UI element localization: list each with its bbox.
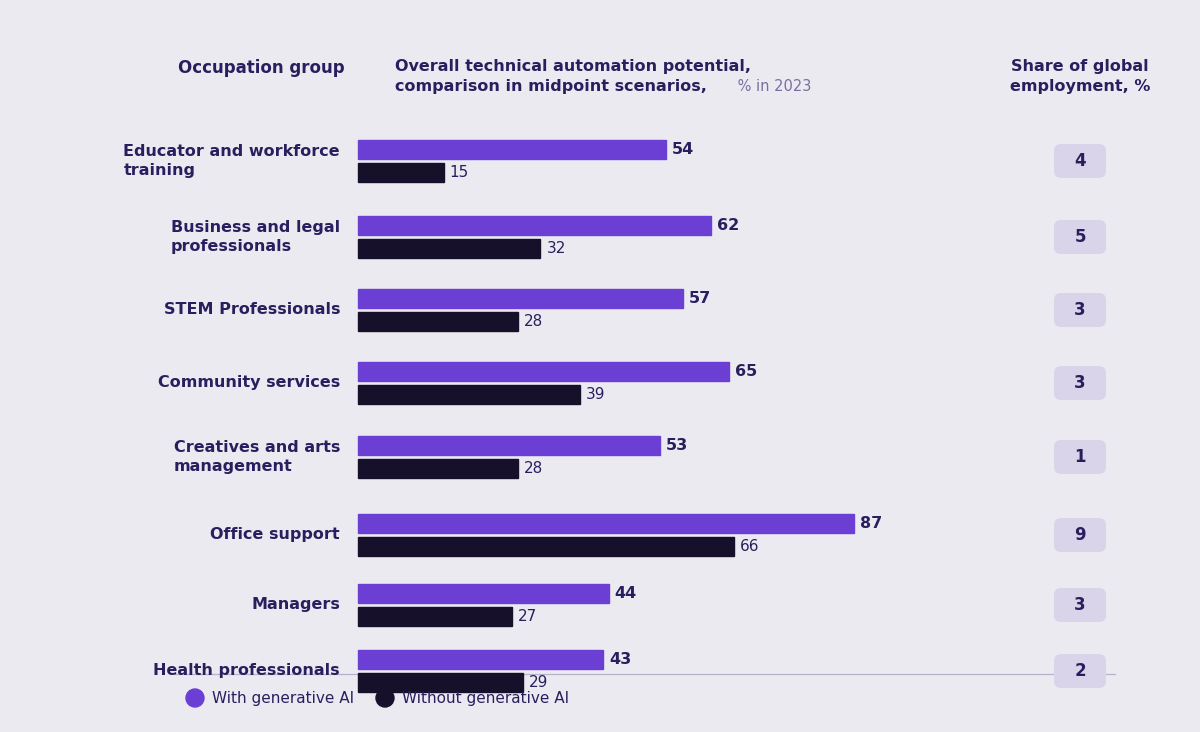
Text: 66: 66 bbox=[740, 539, 760, 554]
Text: 4: 4 bbox=[1074, 152, 1086, 170]
FancyBboxPatch shape bbox=[1054, 144, 1106, 178]
Text: 28: 28 bbox=[523, 461, 542, 476]
Bar bbox=[358, 584, 608, 603]
Bar bbox=[358, 673, 523, 692]
Text: Business and legal
professionals: Business and legal professionals bbox=[170, 220, 340, 255]
Text: comparison in midpoint scenarios,: comparison in midpoint scenarios, bbox=[395, 79, 707, 94]
Circle shape bbox=[376, 689, 394, 707]
Text: STEM Professionals: STEM Professionals bbox=[163, 302, 340, 318]
Bar bbox=[358, 537, 734, 556]
Text: 3: 3 bbox=[1074, 374, 1086, 392]
Bar bbox=[358, 289, 683, 308]
Bar bbox=[358, 216, 712, 235]
FancyBboxPatch shape bbox=[1054, 366, 1106, 400]
FancyBboxPatch shape bbox=[1054, 654, 1106, 688]
Text: With generative AI: With generative AI bbox=[212, 690, 354, 706]
Text: Occupation group: Occupation group bbox=[178, 59, 344, 77]
Text: 5: 5 bbox=[1074, 228, 1086, 246]
Text: Managers: Managers bbox=[251, 597, 340, 613]
FancyBboxPatch shape bbox=[1054, 440, 1106, 474]
Text: Overall technical automation potential,: Overall technical automation potential, bbox=[395, 59, 751, 74]
Text: 3: 3 bbox=[1074, 301, 1086, 319]
Text: Educator and workforce
training: Educator and workforce training bbox=[124, 143, 340, 179]
Text: 43: 43 bbox=[610, 652, 631, 667]
Circle shape bbox=[186, 689, 204, 707]
Text: 15: 15 bbox=[450, 165, 469, 180]
Bar bbox=[358, 140, 666, 159]
Bar bbox=[358, 163, 444, 182]
Text: Creatives and arts
management: Creatives and arts management bbox=[174, 440, 340, 474]
Text: 29: 29 bbox=[529, 675, 548, 690]
FancyBboxPatch shape bbox=[1054, 220, 1106, 254]
FancyBboxPatch shape bbox=[1054, 518, 1106, 552]
Text: 62: 62 bbox=[718, 218, 739, 233]
Text: % in 2023: % in 2023 bbox=[733, 79, 811, 94]
Text: 2: 2 bbox=[1074, 662, 1086, 680]
Text: 1: 1 bbox=[1074, 448, 1086, 466]
Text: 28: 28 bbox=[523, 314, 542, 329]
Bar bbox=[358, 514, 854, 533]
Text: 9: 9 bbox=[1074, 526, 1086, 544]
Bar bbox=[358, 362, 728, 381]
Bar bbox=[358, 650, 604, 669]
Bar bbox=[358, 312, 517, 331]
Bar bbox=[358, 239, 540, 258]
FancyBboxPatch shape bbox=[1054, 588, 1106, 622]
Text: 87: 87 bbox=[860, 516, 882, 531]
Text: 57: 57 bbox=[689, 291, 712, 306]
Text: Office support: Office support bbox=[210, 528, 340, 542]
Bar bbox=[358, 436, 660, 455]
Bar bbox=[358, 607, 512, 626]
Text: 32: 32 bbox=[546, 241, 565, 256]
Text: 3: 3 bbox=[1074, 596, 1086, 614]
Text: Community services: Community services bbox=[157, 376, 340, 390]
Text: Share of global
employment, %: Share of global employment, % bbox=[1010, 59, 1150, 94]
Text: 27: 27 bbox=[518, 609, 538, 624]
Text: 54: 54 bbox=[672, 142, 694, 157]
Text: 44: 44 bbox=[614, 586, 637, 601]
Bar bbox=[358, 385, 581, 404]
Text: 53: 53 bbox=[666, 438, 689, 453]
FancyBboxPatch shape bbox=[1054, 293, 1106, 327]
Text: 39: 39 bbox=[587, 387, 606, 402]
Text: 65: 65 bbox=[734, 364, 757, 379]
Text: Without generative AI: Without generative AI bbox=[402, 690, 569, 706]
Text: Health professionals: Health professionals bbox=[154, 663, 340, 679]
Bar bbox=[358, 459, 517, 478]
